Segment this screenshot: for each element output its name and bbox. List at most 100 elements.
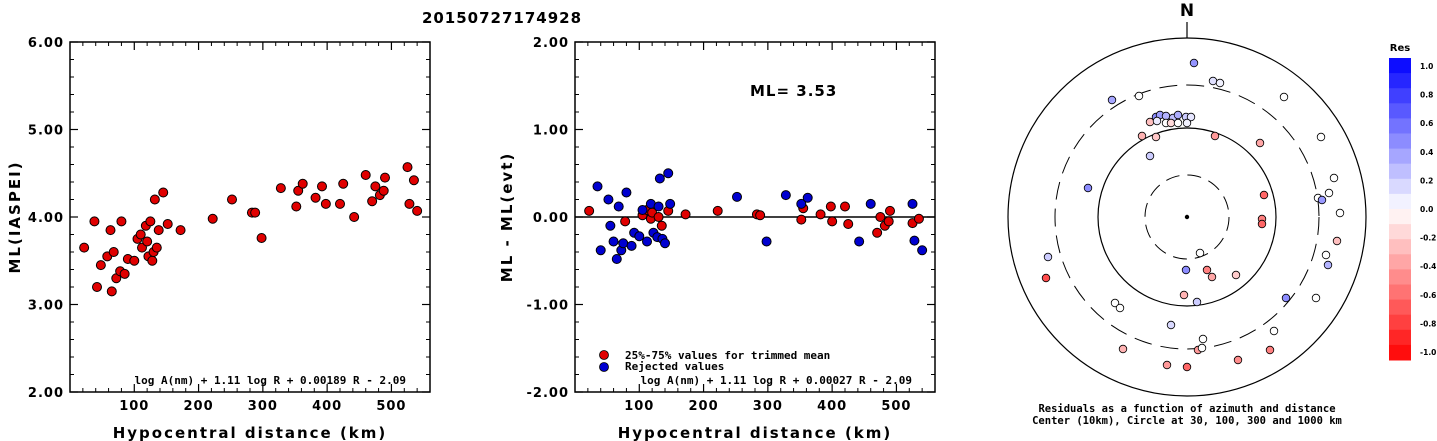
xtick-label: 200 bbox=[689, 399, 719, 414]
data-point bbox=[79, 242, 90, 253]
colorbar-step bbox=[1389, 103, 1411, 119]
data-point bbox=[116, 216, 127, 227]
data-point bbox=[634, 231, 645, 242]
polar-point bbox=[1182, 118, 1192, 128]
polar-point bbox=[1198, 334, 1208, 344]
polar-point bbox=[1269, 326, 1279, 336]
polar-point bbox=[1166, 118, 1176, 128]
data-point bbox=[250, 207, 261, 218]
ytick-label: 2.00 bbox=[533, 36, 569, 51]
polar-point bbox=[1317, 195, 1327, 205]
polar-point bbox=[1145, 117, 1155, 127]
polar-point bbox=[1179, 290, 1189, 300]
data-point bbox=[620, 216, 631, 227]
polar-point bbox=[1186, 112, 1196, 122]
colorbar-step bbox=[1389, 239, 1411, 255]
data-point bbox=[162, 219, 173, 229]
data-point bbox=[796, 214, 807, 225]
colorbar-title: Res bbox=[1390, 43, 1410, 54]
polar-point bbox=[1161, 111, 1171, 121]
data-point bbox=[665, 198, 676, 209]
polar-point bbox=[1115, 303, 1125, 313]
data-point bbox=[637, 205, 648, 215]
polar-point bbox=[1332, 236, 1342, 246]
data-point bbox=[865, 198, 876, 209]
data-point bbox=[320, 198, 331, 209]
data-point bbox=[297, 178, 308, 189]
data-point bbox=[338, 178, 349, 189]
data-point bbox=[380, 172, 390, 183]
xtick-label: 500 bbox=[376, 399, 406, 414]
polar-point bbox=[1110, 298, 1120, 308]
data-point bbox=[840, 201, 850, 212]
circle-100km bbox=[1097, 127, 1277, 307]
polar-point bbox=[1182, 362, 1192, 372]
data-point bbox=[256, 233, 267, 243]
polar-point bbox=[1202, 265, 1212, 275]
data-point bbox=[732, 191, 742, 202]
data-point bbox=[642, 236, 652, 247]
colorbar-step bbox=[1389, 133, 1411, 150]
polar-point bbox=[1329, 173, 1339, 183]
figure-title: 20150727174928 bbox=[422, 9, 582, 27]
data-point bbox=[151, 242, 162, 253]
points-1 bbox=[79, 162, 423, 297]
panel-ml-iaspei: 100 200 300 400 500 2.00 3.00 4.00 5.00 6.00 Hypo… bbox=[6, 36, 431, 441]
colorbar-step bbox=[1389, 284, 1411, 301]
colorbar-tick-label: -0.8 bbox=[1420, 319, 1436, 328]
polar-point bbox=[1257, 219, 1267, 229]
polar-point bbox=[1083, 183, 1093, 193]
polar-caption-1: Residuals as a function of azimuth and d… bbox=[1038, 403, 1335, 415]
polar-points bbox=[1041, 58, 1345, 372]
data-point bbox=[592, 181, 603, 192]
data-point bbox=[885, 205, 895, 216]
polar-point bbox=[1321, 250, 1331, 260]
ylabel-2: ML - ML(evt) bbox=[498, 152, 516, 282]
colorbar-step bbox=[1389, 163, 1411, 180]
data-point bbox=[105, 225, 116, 236]
data-point bbox=[653, 212, 664, 222]
polar-point bbox=[1189, 58, 1199, 68]
polar-point bbox=[1233, 355, 1243, 365]
data-point bbox=[603, 194, 614, 205]
formula-1: log A(nm) + 1.11 log R + 0.00189 R - 2.0… bbox=[134, 374, 406, 387]
polar-point bbox=[1166, 320, 1176, 330]
circle-30km bbox=[1144, 174, 1230, 260]
polar-point bbox=[1208, 76, 1218, 86]
data-point bbox=[595, 245, 606, 256]
data-point bbox=[613, 201, 624, 212]
epicenter-dot bbox=[1184, 214, 1190, 220]
residual-colorbar: Res 1.0 0.8 0.6 0.4 0.2 0.0 -0.2 -0.4 -0.6 -0.8 -1… bbox=[1389, 43, 1436, 361]
polar-point bbox=[1323, 260, 1333, 270]
data-point bbox=[656, 220, 667, 231]
polar-point bbox=[1279, 92, 1289, 102]
circle-300km bbox=[1054, 84, 1320, 350]
colorbar-steps bbox=[1389, 58, 1411, 361]
polar-point bbox=[1173, 110, 1183, 120]
polar-point bbox=[1335, 208, 1345, 218]
data-point bbox=[854, 236, 865, 247]
xtick-label: 200 bbox=[184, 399, 214, 414]
polar-point bbox=[1041, 273, 1051, 283]
data-point bbox=[207, 213, 218, 224]
xtick-label: 400 bbox=[312, 399, 342, 414]
data-point bbox=[621, 187, 632, 198]
data-point bbox=[883, 216, 894, 227]
polar-point bbox=[1107, 95, 1117, 105]
data-point bbox=[147, 255, 158, 266]
data-point bbox=[378, 185, 389, 196]
polar-point bbox=[1118, 344, 1128, 354]
polar-point bbox=[1043, 252, 1053, 262]
data-point bbox=[145, 216, 156, 227]
data-point bbox=[663, 168, 674, 179]
legend-label-rejected: Rejected values bbox=[625, 360, 724, 373]
data-point bbox=[654, 173, 665, 184]
north-label: N bbox=[1180, 1, 1194, 21]
data-point bbox=[653, 201, 664, 212]
ytick-label: 2.00 bbox=[28, 386, 64, 401]
polar-point bbox=[1324, 188, 1334, 198]
data-point bbox=[827, 216, 838, 227]
points-2 bbox=[584, 168, 928, 264]
data-point bbox=[367, 196, 378, 207]
data-point bbox=[917, 245, 928, 256]
